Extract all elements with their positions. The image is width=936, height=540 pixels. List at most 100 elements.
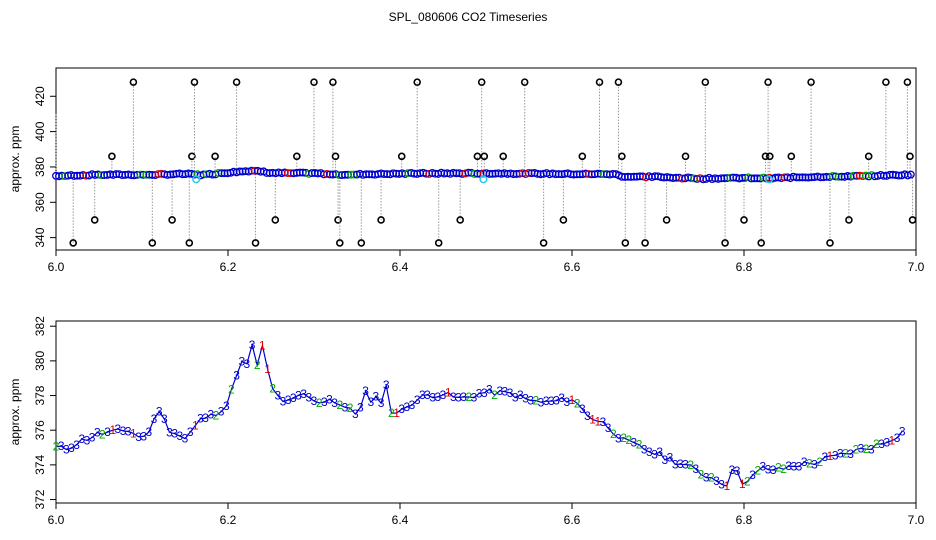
top-outlier-point: [190, 78, 199, 86]
bottom-point-marker: 3: [300, 387, 307, 401]
bottom-point-marker: 3: [517, 388, 524, 402]
bottom-point-marker: 3: [512, 391, 519, 405]
bottom-point-marker: 3: [166, 425, 173, 439]
bottom-point-marker: 3: [502, 385, 509, 399]
top-outlier-point: [903, 78, 912, 86]
bottom-point-marker: 3: [295, 388, 302, 402]
bottom-point-marker: 3: [311, 394, 318, 408]
bottom-xtick-label: 6.0: [48, 513, 65, 527]
top-cyan-point: [192, 175, 201, 184]
bottom-point-marker: 3: [796, 460, 803, 474]
bottom-point-marker: 3: [811, 458, 818, 472]
bottom-point-marker: 3: [496, 384, 503, 398]
top-outlier-point: [807, 78, 815, 86]
bottom-point-marker: 2: [213, 409, 220, 423]
bottom-point-marker: 3: [187, 425, 194, 439]
bottom-point-marker: 3: [409, 398, 416, 412]
top-ytick-label: 360: [33, 192, 47, 212]
bottom-point-marker: 3: [770, 463, 777, 477]
top-outlier-point: [906, 152, 914, 161]
top-outlier-point: [882, 78, 890, 86]
bottom-point-marker: 2: [863, 442, 870, 456]
bottom-point-marker: 3: [734, 464, 741, 478]
top-outlier-point: [764, 78, 772, 86]
bottom-point-marker: 3: [672, 457, 679, 471]
bottom-point-marker: 3: [440, 388, 447, 402]
top-outlier-point: [434, 239, 443, 247]
bottom-point-marker: 2: [816, 455, 823, 469]
bottom-point-marker: 2: [574, 396, 581, 410]
bottom-point-marker: 3: [378, 396, 385, 410]
bottom-point-marker: 3: [249, 338, 256, 352]
bottom-point-marker: 3: [151, 412, 158, 426]
top-outlier-point: [357, 239, 366, 247]
bottom-point-marker: 2: [347, 401, 354, 415]
bottom-point-marker: 1: [827, 449, 834, 463]
bottom-point-marker: 3: [579, 402, 586, 416]
bottom-point-marker: 1: [259, 338, 266, 352]
bottom-point-marker: 1: [723, 479, 730, 493]
bottom-point-marker: 3: [821, 450, 828, 464]
bottom-point-marker: 3: [125, 425, 132, 439]
bottom-point-marker: 1: [109, 423, 116, 437]
bottom-point-marker: 3: [646, 445, 653, 459]
bottom-point-marker: 1: [569, 393, 576, 407]
bottom-point-marker: 3: [615, 431, 622, 445]
top-outlier-point: [331, 152, 340, 161]
bottom-point-marker: 3: [765, 463, 772, 477]
top-outlier-point: [621, 239, 630, 247]
bottom-point-marker: 3: [558, 391, 565, 405]
top-data-point: [906, 170, 915, 179]
top-outlier-point: [480, 152, 489, 161]
top-outlier-point: [845, 216, 853, 224]
bottom-point-marker: 3: [760, 460, 767, 474]
bottom-point-marker: 3: [801, 455, 808, 469]
bottom-point-marker: 3: [63, 443, 70, 457]
bottom-point-marker: 3: [522, 392, 529, 406]
bottom-point-marker: 3: [429, 391, 436, 405]
top-outlier-point: [377, 216, 385, 224]
bottom-point-marker: 3: [538, 395, 545, 409]
bottom-point-marker: 2: [228, 383, 235, 397]
top-outlier-point: [520, 78, 529, 86]
bottom-point-marker: 1: [589, 412, 596, 426]
bottom-point-marker: 2: [873, 437, 880, 451]
top-outlier-point: [641, 239, 649, 247]
bottom-point-marker: 2: [852, 443, 859, 457]
top-outlier-point: [413, 78, 422, 86]
bottom-point-marker: 3: [305, 390, 312, 404]
bottom-point-marker: 3: [373, 390, 380, 404]
bottom-point-marker: 3: [161, 412, 168, 426]
top-outlier-point: [787, 152, 796, 161]
bottom-point-marker: 3: [367, 395, 374, 409]
bottom-ytick-label: 376: [33, 420, 47, 440]
bottom-point-marker: 3: [275, 389, 282, 403]
top-outlier-point: [618, 152, 626, 161]
bottom-point-marker: 3: [290, 391, 297, 405]
top-outlier-point: [765, 152, 774, 161]
bottom-point-marker: 3: [455, 390, 462, 404]
top-ytick-label: 420: [33, 86, 47, 106]
bottom-point-marker: 3: [362, 384, 369, 398]
bottom-point-marker: 3: [662, 453, 669, 467]
top-outlier-point: [211, 152, 219, 161]
top-outlier-point: [595, 78, 604, 86]
top-outlier-point: [740, 216, 748, 224]
top-outlier-point: [271, 216, 280, 224]
bottom-point-marker: 3: [352, 407, 359, 421]
bottom-ytick-label: 380: [33, 351, 47, 371]
bottom-point-marker: 3: [331, 396, 338, 410]
bottom-point-marker: 2: [754, 464, 761, 478]
bottom-point-marker: 3: [791, 459, 798, 473]
bottom-point-marker: 2: [698, 468, 705, 482]
top-outlier-point: [456, 216, 465, 224]
bottom-point-marker: 3: [713, 474, 720, 488]
bottom-point-marker: 3: [878, 437, 885, 451]
bottom-point-marker: 1: [594, 414, 601, 428]
top-outlier-point: [168, 216, 176, 224]
bottom-point-marker: 3: [285, 393, 292, 407]
top-outlier-point: [539, 239, 548, 247]
bottom-point-marker: 3: [58, 439, 65, 453]
bottom-point-marker: 1: [264, 362, 271, 376]
bottom-point-marker: 2: [780, 462, 787, 476]
